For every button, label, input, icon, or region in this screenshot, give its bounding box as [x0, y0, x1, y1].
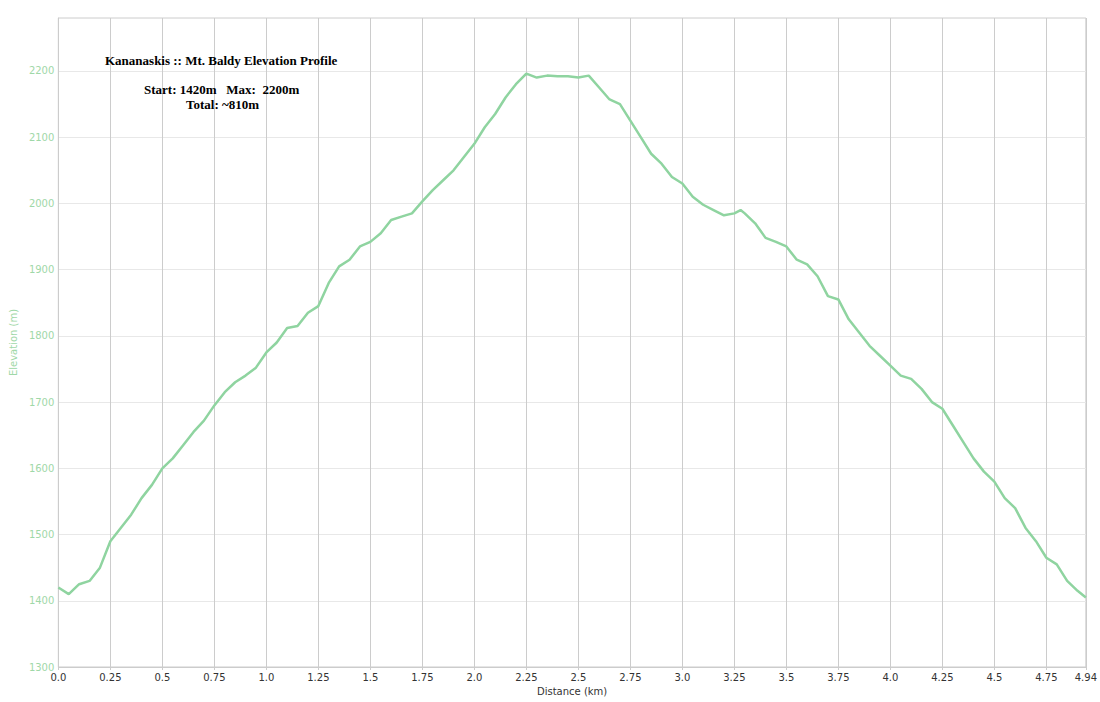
- svg-text:4.25: 4.25: [931, 672, 953, 683]
- svg-text:1700: 1700: [29, 397, 54, 408]
- svg-text:3.25: 3.25: [723, 672, 745, 683]
- svg-text:1600: 1600: [29, 463, 54, 474]
- svg-text:Total: ~810m: Total: ~810m: [186, 97, 259, 112]
- svg-text:4.94: 4.94: [1075, 672, 1097, 683]
- svg-text:4.0: 4.0: [882, 672, 898, 683]
- svg-text:1.75: 1.75: [411, 672, 433, 683]
- svg-text:3.75: 3.75: [827, 672, 849, 683]
- svg-text:4.5: 4.5: [986, 672, 1002, 683]
- svg-text:2000: 2000: [29, 198, 54, 209]
- svg-text:0.25: 0.25: [99, 672, 121, 683]
- svg-text:1500: 1500: [29, 529, 54, 540]
- svg-text:3.5: 3.5: [778, 672, 794, 683]
- svg-text:Elevation (m): Elevation (m): [8, 309, 19, 376]
- svg-text:Kananaskis :: Mt. Baldy Elevat: Kananaskis :: Mt. Baldy Elevation Profil…: [105, 53, 338, 68]
- svg-text:2.25: 2.25: [515, 672, 537, 683]
- svg-text:2.5: 2.5: [570, 672, 586, 683]
- svg-text:1.5: 1.5: [362, 672, 378, 683]
- svg-text:0.5: 0.5: [154, 672, 170, 683]
- svg-text:1.0: 1.0: [258, 672, 274, 683]
- svg-text:Distance (km): Distance (km): [537, 686, 607, 697]
- svg-text:4.75: 4.75: [1035, 672, 1057, 683]
- svg-text:2.0: 2.0: [466, 672, 482, 683]
- svg-text:0.75: 0.75: [203, 672, 225, 683]
- svg-text:Start: 1420m Max: 2200m: Start: 1420m Max: 2200m: [144, 82, 299, 97]
- svg-text:2200: 2200: [29, 65, 54, 76]
- svg-text:3.0: 3.0: [674, 672, 690, 683]
- svg-text:1800: 1800: [29, 330, 54, 341]
- svg-text:1300: 1300: [28, 661, 55, 673]
- svg-text:1.25: 1.25: [307, 672, 329, 683]
- svg-text:2.75: 2.75: [619, 672, 641, 683]
- svg-text:0.0: 0.0: [50, 672, 66, 683]
- svg-text:1400: 1400: [29, 595, 54, 606]
- svg-text:2100: 2100: [29, 132, 54, 143]
- svg-text:1900: 1900: [29, 264, 54, 275]
